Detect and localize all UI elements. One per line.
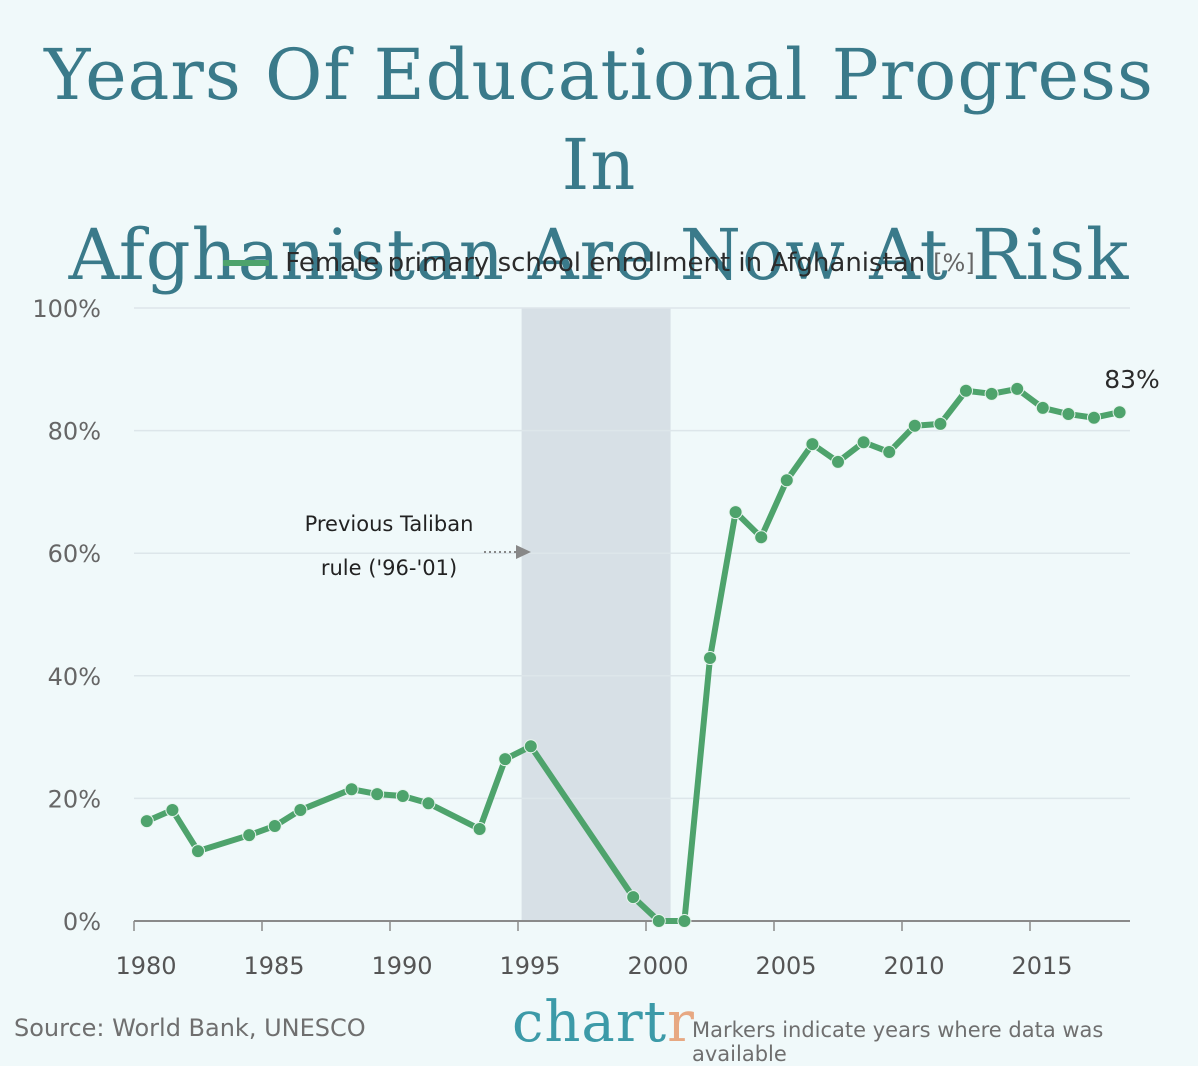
data-point-marker [293,803,308,818]
data-point-marker [344,782,359,797]
x-tick-label: 1985 [243,952,304,980]
data-point-marker [242,828,257,843]
legend: Female primary school enrollment in Afgh… [0,248,1198,278]
data-point-marker [677,914,692,928]
data-point-marker [626,890,641,905]
data-point-marker [831,454,845,469]
data-point-marker [754,530,769,545]
end-value-label: 83% [1104,365,1160,394]
y-tick-label: 20% [48,785,101,813]
data-point-marker [703,651,717,666]
data-point-marker [805,437,820,452]
markers-note: Markers indicate years where data was av… [692,1018,1104,1066]
logo-text-accent: r [667,990,695,1055]
data-point-marker [1112,405,1127,420]
legend-line-swatch-icon [223,260,270,266]
annotation-text-line1: Previous Taliban [305,512,474,536]
data-point-marker [370,787,385,802]
data-point-marker [907,418,922,433]
data-point-marker [165,803,180,818]
data-point-marker [1087,410,1101,425]
data-point-marker [139,814,154,829]
chartr-logo: chartr [512,990,695,1055]
shaded-band [521,308,671,921]
series-female-enrollment [139,381,1127,928]
data-point-marker [395,788,410,803]
y-tick-label: 100% [32,295,101,323]
logo-text-main: chart [512,990,668,1055]
x-tick-label: 2015 [1011,952,1072,980]
data-point-marker [1010,381,1025,396]
data-point-marker [1061,407,1076,422]
chart-title-line1: Years Of Educational Progress In [44,34,1154,206]
y-tick-label: 80% [48,418,101,446]
data-point-marker [191,844,205,859]
data-point-marker [267,818,282,833]
chart-title-line2: Afghanistan Are Now At Risk [68,214,1130,296]
x-tick-label: 2010 [883,952,944,980]
data-point-marker [856,435,871,450]
data-point-marker [1035,400,1050,415]
data-point-marker [472,822,487,837]
data-point-marker [779,473,794,488]
x-tick-label: 1990 [371,952,432,980]
arrow-right-icon [516,545,531,559]
x-tick-label: 2005 [755,952,816,980]
y-axis: 0% 20% 40% 60% 80% 100% [32,295,101,936]
source-note: Source: World Bank, UNESCO [14,1014,366,1042]
data-point-marker [882,445,897,460]
x-tick-label: 1980 [115,952,176,980]
data-point-marker [651,914,666,928]
x-tick-label: 2000 [627,952,688,980]
x-axis: 1980 1985 1990 1995 2000 2005 2010 2015 [115,920,1130,980]
taliban-rule-shaded-region [521,308,671,921]
legend-unit: [%] [933,249,975,277]
y-tick-label: 60% [48,540,101,568]
data-point-marker [523,739,538,754]
x-tick-label: 1995 [499,952,560,980]
gridlines [134,307,1130,800]
annotation-taliban-rule: Previous Taliban rule ('96-'01) [305,512,531,580]
y-tick-label: 40% [48,663,101,691]
data-point-marker [959,383,973,398]
chart-title: Years Of Educational Progress In Afghani… [0,30,1198,300]
data-point-marker [421,796,436,811]
data-point-marker [498,752,513,767]
data-point-marker [984,386,999,401]
data-point-marker [933,416,948,431]
legend-label: Female primary school enrollment in Afgh… [285,248,926,278]
annotation-text-line2: rule ('96-'01) [321,556,457,580]
data-point-marker [728,505,743,520]
y-tick-label: 0% [63,908,101,936]
